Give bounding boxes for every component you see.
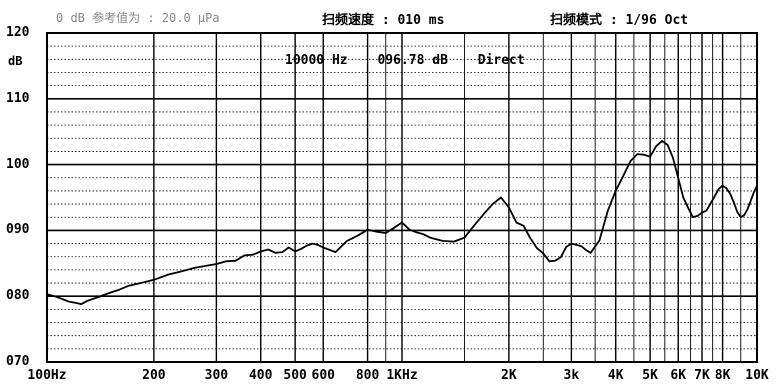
x-tick-label: 10K bbox=[745, 368, 769, 383]
plot-frame bbox=[46, 32, 758, 363]
x-tick-label: 300 bbox=[204, 368, 229, 383]
x-tick-label: 6K bbox=[670, 368, 687, 383]
y-tick-label: 100 bbox=[6, 156, 30, 172]
y-tick-label: 080 bbox=[6, 288, 30, 304]
series-layer bbox=[46, 140, 758, 305]
response-curve bbox=[46, 140, 758, 305]
sweep-mode-text: 扫频模式 : 1/96 Oct bbox=[550, 13, 689, 28]
x-tick-label: 200 bbox=[142, 368, 166, 383]
x-tick-label: 7K bbox=[694, 368, 710, 383]
x-tick-label: 100Hz bbox=[27, 368, 67, 383]
x-tick-label: 2K bbox=[501, 368, 517, 383]
x-tick-label: 600 bbox=[311, 368, 335, 383]
x-tick-label: 4K bbox=[607, 368, 624, 383]
x-tick-label: 1KHz bbox=[386, 368, 418, 383]
x-tick-label: 800 bbox=[355, 368, 380, 383]
y-tick-label: 120 bbox=[6, 25, 30, 40]
x-tick-label: 3k bbox=[563, 368, 580, 383]
major-grid bbox=[46, 32, 758, 363]
readout-level: 096.78 dB bbox=[377, 53, 448, 68]
y-tick-label: 110 bbox=[6, 90, 30, 106]
readout-frequency: 10000 Hz bbox=[285, 53, 348, 68]
sweep-speed-text: 扫频速度 : 010 ms bbox=[322, 13, 445, 28]
minor-grid bbox=[47, 45, 757, 350]
cursor-readout: 10000 Hz 096.78 dB Direct bbox=[285, 53, 547, 68]
x-tick-label: 5K bbox=[642, 368, 658, 383]
x-tick-label: 400 bbox=[248, 368, 273, 383]
readout-mode: Direct bbox=[477, 53, 525, 68]
y-tick-label: 070 bbox=[6, 354, 30, 369]
x-tick-label: 500 bbox=[283, 368, 307, 383]
reference-level-text: 0 dB 参考值为 : 20.0 µPa bbox=[56, 11, 220, 25]
y-axis-unit-label: dB bbox=[8, 54, 23, 68]
y-tick-label: 090 bbox=[6, 222, 30, 238]
x-tick-label: 8K bbox=[714, 368, 731, 383]
